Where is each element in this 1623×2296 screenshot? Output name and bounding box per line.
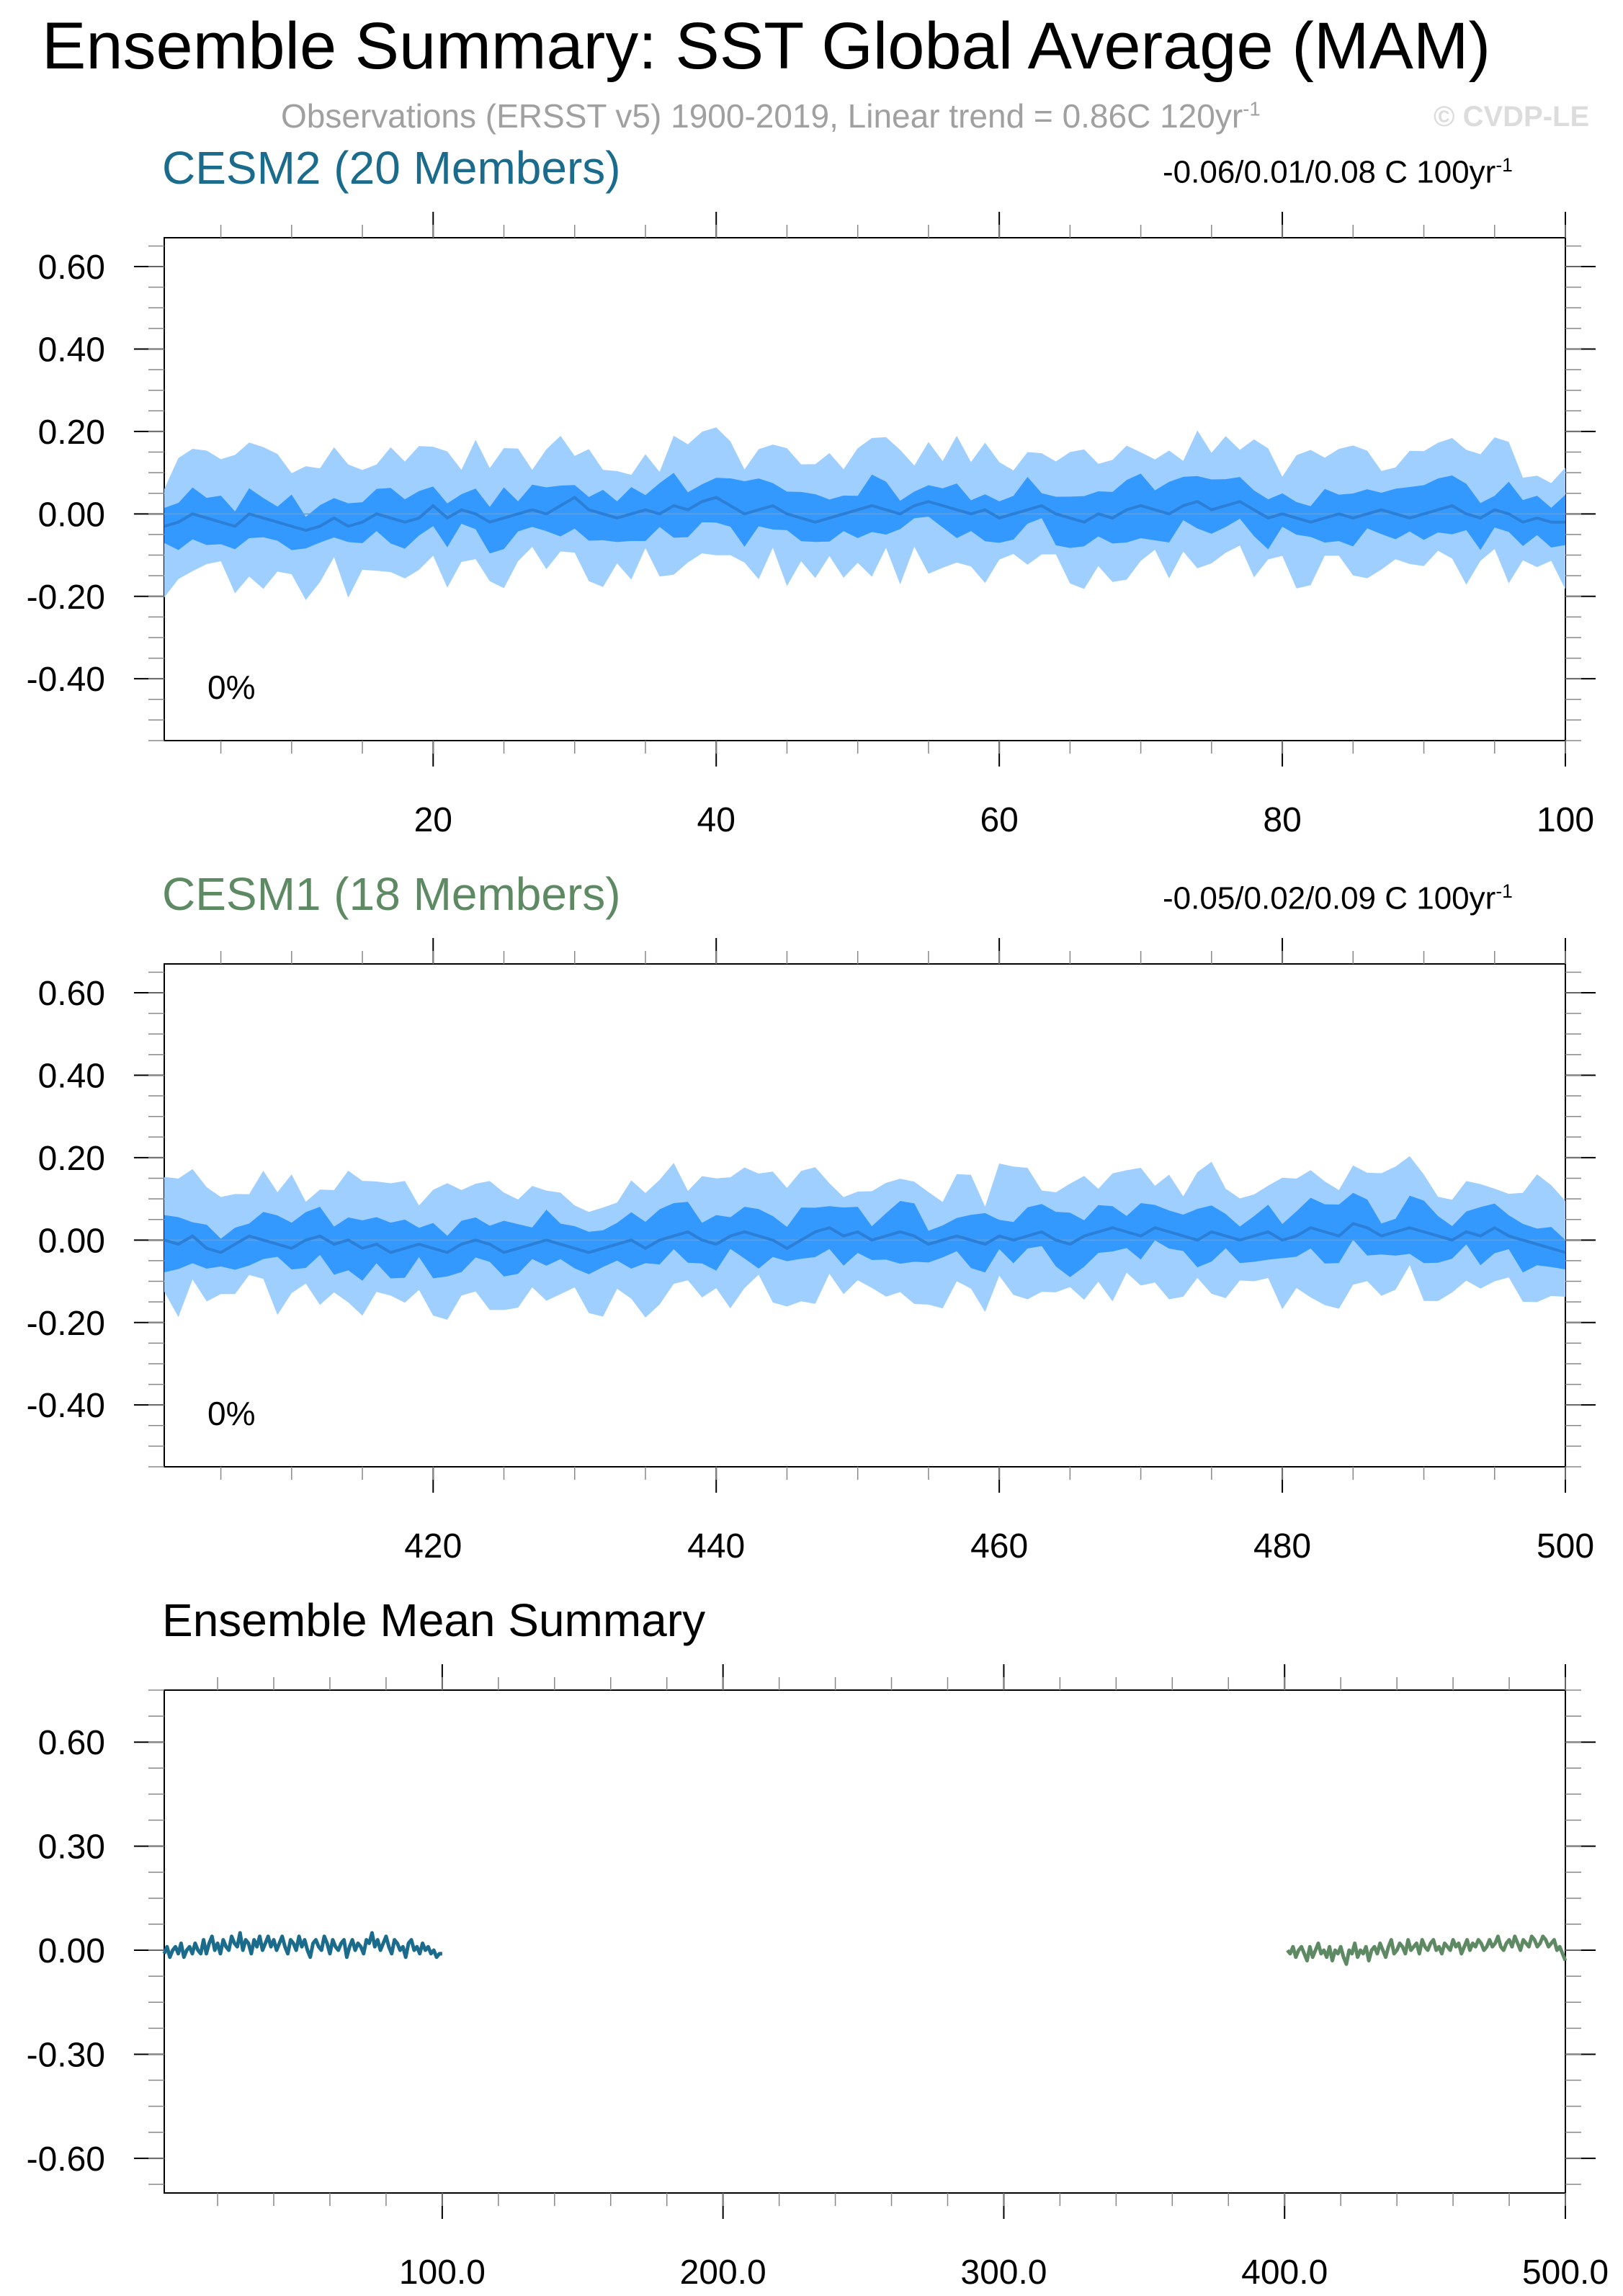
cesm1-ytick-label: -0.40 (27, 1387, 105, 1425)
summary-ytick-label: 0.60 (38, 1724, 105, 1762)
subtitle-superscript: -1 (1243, 97, 1261, 120)
subtitle-text: Observations (ERSST v5) 1900-2019, Linea… (281, 97, 1243, 135)
panel-title-cesm1: CESM1 (18 Members) (162, 868, 621, 920)
summary-ytick-label: 0.30 (38, 1828, 105, 1867)
cesm1-ytick-label: 0.40 (38, 1057, 105, 1095)
cesm2-xtick-label: 60 (980, 801, 1018, 839)
trend-label-cesm2: -0.06/0.01/0.08 C 100yr-1 (1163, 154, 1513, 191)
summary-xtick-label: 300.0 (960, 2253, 1047, 2292)
summary-ytick-label: -0.60 (27, 2140, 105, 2179)
cesm1-ytick-label: -0.20 (27, 1305, 105, 1343)
cesm1-xtick-label: 480 (1253, 1527, 1311, 1565)
summary-lines (162, 1931, 1568, 1966)
summary-xtick-label: 500.0 (1522, 2253, 1609, 2292)
cesm1-ytick-label: 0.00 (38, 1222, 105, 1260)
cesm1-xtick-label: 420 (404, 1527, 462, 1565)
panel-title-cesm2: CESM2 (20 Members) (162, 142, 621, 194)
cesm2-ytick-label: 0.40 (38, 331, 105, 369)
cesm1-mean-line (164, 1222, 1566, 1254)
cesm2-ytick-label: 0.20 (38, 414, 105, 452)
summary-xtick-label: 100.0 (399, 2253, 486, 2292)
summary-xtick-label: 400.0 (1241, 2253, 1328, 2292)
cesm2-ytick-label: 0.60 (38, 249, 105, 287)
watermark: © CVDP-LE (1434, 101, 1590, 133)
trend-text-cesm2: -0.06/0.01/0.08 C 100yr (1163, 154, 1496, 190)
cesm1-ytick-label: 0.20 (38, 1140, 105, 1178)
cesm2-mean-line (164, 495, 1565, 532)
cesm2-ytick-label: -0.40 (27, 661, 105, 699)
cesm1-xtick-label: 440 (687, 1527, 745, 1565)
cesm2-xtick-label: 40 (697, 801, 736, 839)
cesm1-xtick-label: 460 (970, 1527, 1028, 1565)
summary-series-line (162, 1931, 442, 1960)
subtitle: Observations (ERSST v5) 1900-2019, Linea… (281, 97, 1261, 135)
summary-axes: 0.60 0.30 0.00 -0.30 -0.60 100.0 200.0 300.0 400… (27, 1664, 1609, 2292)
trend-text-cesm1: -0.05/0.02/0.09 C 100yr (1163, 880, 1496, 916)
cesm2-band-inner (164, 473, 1565, 554)
cesm2-ytick-label: -0.20 (27, 579, 105, 617)
cesm1-ytick-label: 0.60 (38, 975, 105, 1013)
cesm2-pct-label: 0% (207, 669, 255, 706)
summary-title: Ensemble Mean Summary (162, 1594, 706, 1646)
summary-xtick-label: 200.0 (680, 2253, 766, 2292)
summary-ytick-label: -0.30 (27, 2036, 105, 2074)
cesm2-xtick-label: 80 (1263, 801, 1301, 839)
trend-superscript-cesm1: -1 (1495, 880, 1513, 902)
cesm1-axes: 0.60 0.40 0.20 0.00 -0.20 -0.40 420 440 460 480 50… (27, 938, 1596, 1565)
cesm2-xtick-label: 20 (414, 801, 452, 839)
cesm1-ensemble: 0% (164, 1156, 1566, 1432)
summary-frame (164, 1689, 1566, 2194)
page-title: Ensemble Summary: SST Global Average (MA… (42, 9, 1491, 83)
cesm2-ytick-label: 0.00 (38, 496, 105, 534)
summary-ytick-label: 0.00 (38, 1932, 105, 1970)
summary-series-line (1286, 1934, 1568, 1966)
cesm1-xtick-label: 500 (1537, 1527, 1594, 1565)
cesm2-ensemble: 0% (164, 427, 1565, 706)
trend-superscript-cesm2: -1 (1495, 154, 1513, 176)
cesm1-pct-label: 0% (207, 1395, 255, 1432)
cesm2-xtick-label: 100 (1537, 801, 1594, 839)
trend-label-cesm1: -0.05/0.02/0.09 C 100yr-1 (1163, 880, 1513, 917)
